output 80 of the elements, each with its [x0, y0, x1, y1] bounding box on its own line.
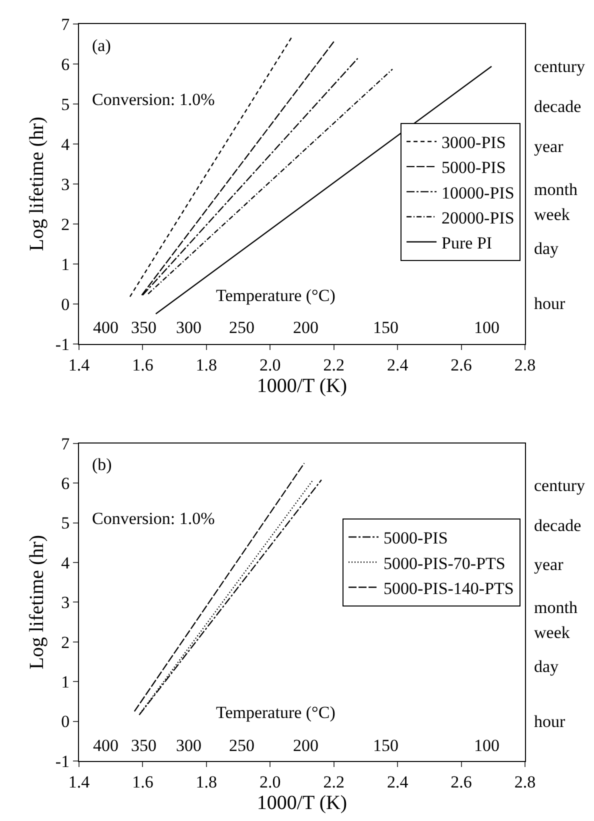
text: day [534, 239, 560, 258]
x-tick-label: 2.4 [386, 772, 409, 792]
x-tick-label: 1.4 [68, 355, 90, 374]
y-tick-label: 6 [61, 474, 70, 494]
annotation: Temperature (°C) [216, 286, 336, 305]
annotation: Conversion: 1.0% [92, 90, 215, 109]
annotation: Temperature (°C) [216, 703, 336, 722]
y-tick-label: 7 [61, 14, 70, 34]
legend-label: 5000-PIS-140-PTS [384, 578, 514, 598]
text: decade [534, 516, 582, 535]
annotation: 300 [176, 736, 202, 755]
x-axis-title: 1000/T (K) [256, 374, 348, 397]
y-tick-label: 3 [61, 593, 70, 612]
y-axis-title: Log lifetime (hr) [26, 534, 48, 670]
y-tick-label: 2 [61, 214, 70, 234]
y-tick-label: 6 [61, 54, 70, 74]
y-axis-title: Log lifetime (hr) [26, 116, 48, 252]
y-tick-label: 1 [61, 672, 70, 692]
x-tick-label: 2.6 [450, 355, 472, 374]
annotation: 100 [474, 736, 500, 755]
x-tick-label: 2.2 [323, 355, 344, 374]
annotation: (a) [92, 36, 111, 55]
text: month [534, 598, 578, 617]
y-tick-label: 3 [61, 174, 70, 194]
text: decade [534, 97, 582, 116]
y-tick-label: 5 [61, 514, 70, 533]
text: week [534, 205, 570, 224]
x-tick-label: 2.8 [514, 772, 536, 792]
text: hour [534, 712, 566, 731]
annotation: 350 [131, 318, 156, 337]
y-tick-label: 2 [61, 632, 70, 652]
x-tick-label: 2.6 [450, 772, 472, 792]
x-tick-label: 1.8 [196, 355, 218, 374]
annotation: 300 [176, 318, 202, 337]
y-tick-label: 7 [61, 434, 70, 454]
x-tick-label: 1.6 [132, 772, 154, 792]
annotation: 150 [373, 318, 398, 337]
annotation: Conversion: 1.0% [92, 509, 215, 528]
annotation: 250 [229, 736, 254, 755]
x-tick-label: 2.0 [260, 355, 281, 374]
legend-label: 5000-PIS [442, 158, 506, 178]
text: hour [534, 294, 566, 313]
x-tick-label: 2.2 [323, 772, 344, 792]
legend-label: Pure PI [442, 234, 492, 253]
x-tick-label: 1.4 [68, 772, 90, 792]
x-tick-label: 1.8 [196, 772, 218, 792]
annotation: 150 [373, 736, 398, 755]
legend-label: 3000-PIS [442, 133, 506, 152]
y-tick-label: -1 [55, 334, 70, 354]
legend-label: 10000-PIS [442, 183, 514, 202]
annotation: 100 [474, 318, 500, 337]
annotation: 400 [93, 318, 118, 337]
text: year [534, 137, 564, 156]
x-tick-label: 2.8 [514, 355, 536, 374]
y-tick-label: 4 [61, 553, 70, 572]
legend-label: 5000-PIS-70-PTS [384, 554, 506, 573]
y-tick-label: 5 [61, 94, 70, 114]
text: week [534, 623, 570, 642]
legend-label: 5000-PIS [384, 528, 448, 548]
y-tick-label: 0 [61, 294, 70, 314]
text: century [534, 476, 586, 495]
y-tick-label: 0 [61, 712, 70, 732]
x-tick-label: 2.0 [260, 772, 281, 792]
annotation: 250 [229, 318, 254, 337]
annotation: (b) [92, 455, 112, 474]
text: day [534, 657, 560, 676]
text: century [534, 57, 586, 76]
annotation: 200 [293, 318, 318, 337]
annotation: 400 [93, 736, 118, 755]
y-tick-label: -1 [55, 752, 70, 771]
text: month [534, 180, 578, 199]
text: year [534, 555, 564, 574]
x-axis-title: 1000/T (K) [256, 792, 348, 814]
x-tick-label: 2.4 [386, 355, 409, 374]
annotation: 350 [131, 736, 156, 755]
legend-label: 20000-PIS [442, 208, 514, 228]
y-tick-label: 1 [61, 254, 70, 274]
y-tick-label: 4 [61, 134, 70, 154]
x-tick-label: 1.6 [132, 355, 154, 374]
annotation: 200 [293, 736, 318, 755]
